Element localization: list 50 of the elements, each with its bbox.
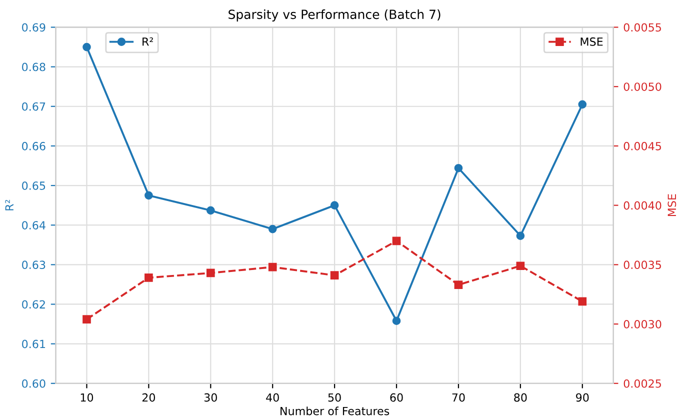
point [392, 236, 401, 246]
y-tick-label: 0.69 [22, 23, 46, 32]
y-tick-label: 0.64 [22, 221, 46, 230]
y-tick-label: 0.60 [22, 379, 46, 388]
point [516, 262, 525, 270]
chart-title: Sparsity vs Performance (Batch 7) [228, 9, 440, 22]
x-tick-label: 70 [452, 393, 465, 402]
x-tick-label: 30 [204, 393, 217, 402]
legend-label: R² [142, 37, 153, 46]
point [330, 201, 339, 210]
x-tick-label: 60 [390, 393, 403, 402]
point [516, 232, 525, 240]
point [268, 224, 277, 234]
point [578, 100, 587, 109]
point [144, 191, 153, 200]
x-tick-label: 10 [80, 393, 94, 402]
y-tick-label: 0.66 [22, 142, 46, 150]
y2-tick-label: 0.0030 [624, 320, 662, 328]
point [144, 274, 153, 282]
point [454, 164, 463, 172]
legend-label: MSE [580, 37, 603, 46]
x-tick-label: 80 [514, 393, 527, 402]
y2-tick-label: 0.0055 [624, 23, 661, 32]
x-tick-label: 20 [142, 393, 156, 402]
point [392, 316, 401, 326]
point [206, 206, 215, 215]
y2-axis-title: MSE [668, 194, 676, 216]
y-tick-label: 0.65 [22, 182, 46, 190]
y-tick-label: 0.61 [22, 340, 46, 348]
y-tick-label: 0.67 [22, 102, 46, 111]
point [578, 297, 587, 306]
point [82, 315, 91, 324]
x-tick-label: 90 [576, 393, 589, 402]
y2-tick-label: 0.0040 [624, 201, 662, 210]
point [268, 262, 277, 272]
y-tick-label: 0.62 [22, 300, 45, 309]
point [82, 42, 91, 52]
y-tick-label: 0.68 [22, 62, 46, 72]
y2-tick-label: 0.0035 [624, 260, 661, 270]
x-tick-label: 40 [266, 393, 279, 402]
point [206, 268, 215, 278]
y2-tick-label: 0.0050 [624, 82, 662, 91]
point [454, 280, 463, 290]
y2-tick-label: 0.0045 [624, 142, 661, 150]
y-axis-title: R² [5, 200, 14, 210]
y-tick-label: 0.63 [22, 260, 46, 270]
point [330, 271, 339, 280]
y2-tick-label: 0.0025 [624, 379, 661, 388]
x-tick-label: 50 [328, 393, 341, 402]
x-axis-title: Number of Features [280, 406, 390, 416]
